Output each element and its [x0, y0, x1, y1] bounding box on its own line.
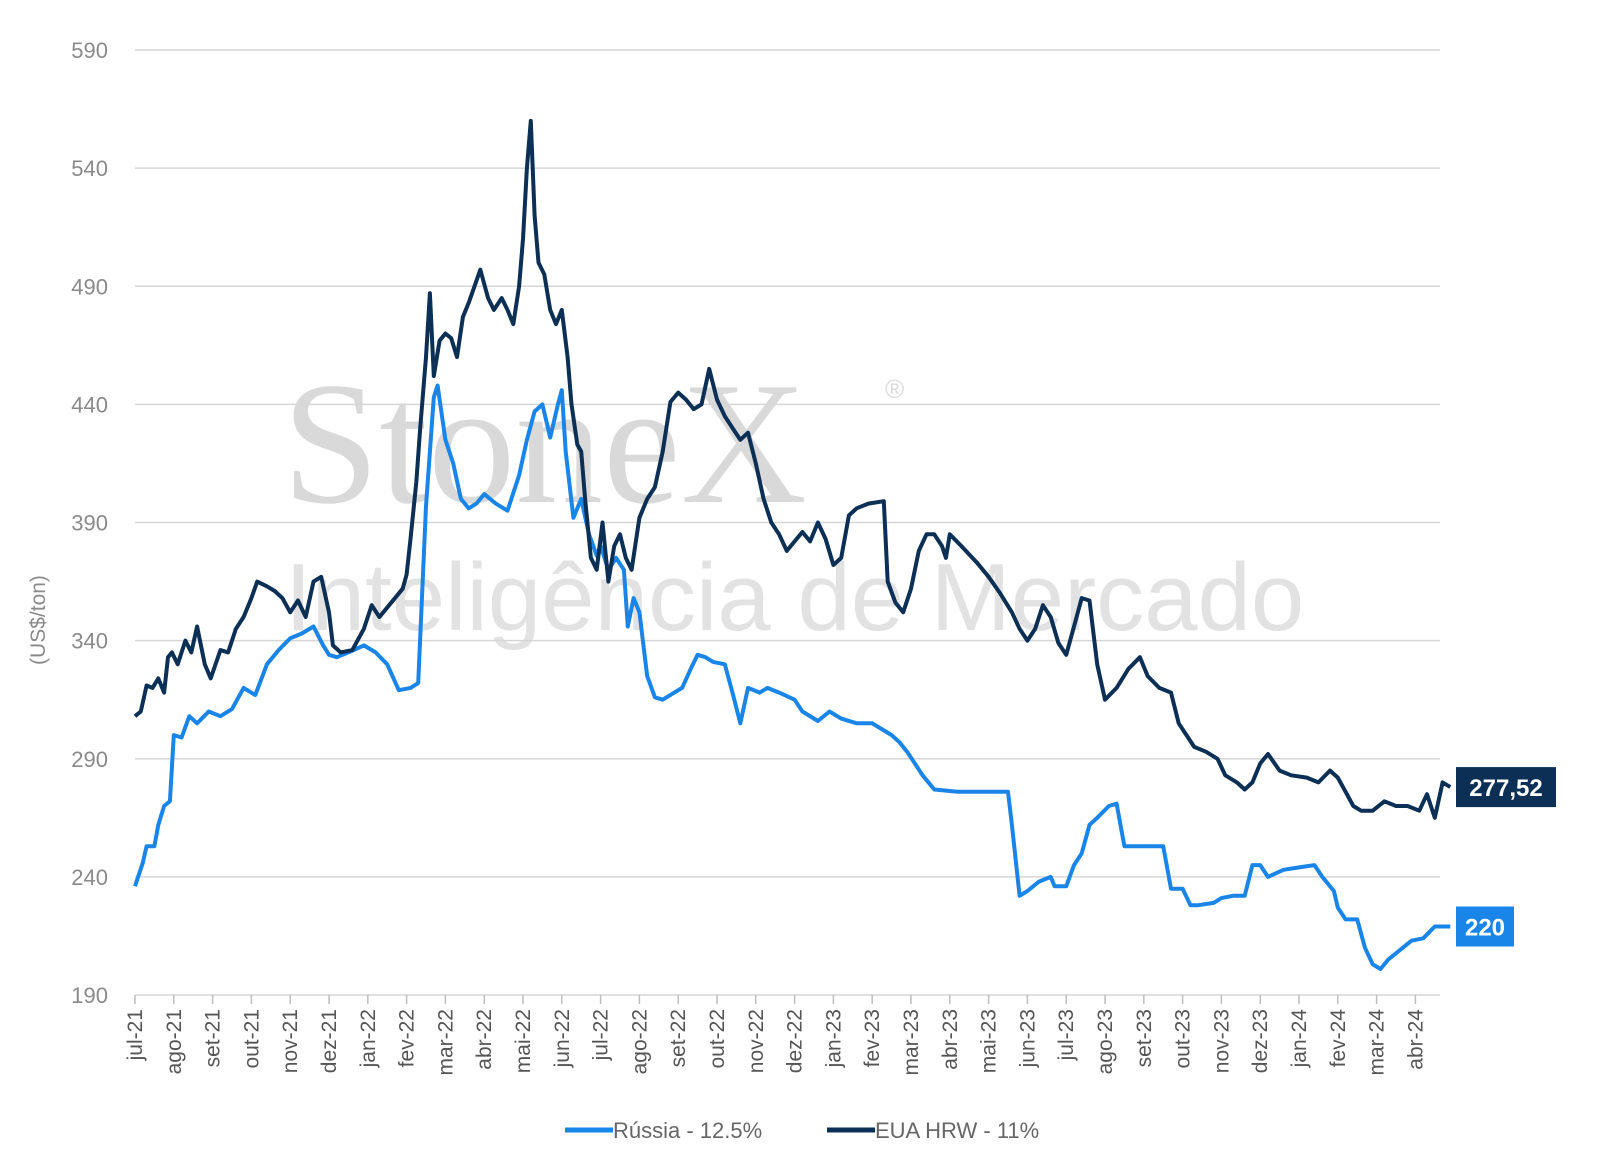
- y-tick-label: 190: [71, 983, 108, 1008]
- x-tick-label: jan-22: [357, 1009, 380, 1068]
- y-tick-label: 390: [71, 511, 108, 536]
- x-tick-label: mai-23: [978, 1009, 1001, 1073]
- series-lines: [133, 118, 1452, 971]
- x-tick-label: jul-21: [124, 1009, 147, 1061]
- x-tick-label: ago-21: [163, 1009, 186, 1074]
- series-line-1: [133, 118, 1452, 820]
- x-tick-label: set-21: [202, 1009, 225, 1067]
- x-tick-label: jul-22: [590, 1009, 613, 1061]
- legend: Rússia - 12.5% EUA HRW - 11%: [565, 1118, 1039, 1143]
- y-gridlines: [135, 49, 1440, 996]
- y-tick-label: 340: [71, 629, 108, 654]
- legend-label: Rússia - 12.5%: [613, 1118, 762, 1143]
- end-label-box: [1456, 767, 1556, 808]
- y-tick-labels: 190 240 290 340 390 440 490 540 590: [71, 38, 108, 1008]
- x-tick-label: jan-23: [822, 1009, 845, 1068]
- x-tick-label: nov-21: [279, 1009, 302, 1073]
- x-tick-label: dez-23: [1249, 1009, 1272, 1073]
- x-tick-label: set-23: [1133, 1009, 1156, 1067]
- x-tick-label: jul-23: [1055, 1009, 1078, 1061]
- y-tick-label: 440: [71, 392, 108, 417]
- y-tick-label: 490: [71, 274, 108, 299]
- x-tick-label: fev-24: [1327, 1009, 1350, 1068]
- x-tick-label: abr-23: [939, 1009, 962, 1070]
- x-tick-label: mar-24: [1366, 1009, 1389, 1076]
- x-tick-label: set-22: [667, 1009, 690, 1067]
- legend-label: EUA HRW - 11%: [875, 1118, 1039, 1143]
- x-tick-label: out-21: [240, 1009, 263, 1069]
- watermark-brand: StoneX: [282, 346, 807, 540]
- end-value-label: 220: [1465, 914, 1505, 941]
- x-tick-label: jan-24: [1288, 1009, 1311, 1069]
- series-line-0: [133, 383, 1451, 971]
- x-tick-label: out-23: [1172, 1009, 1195, 1069]
- x-tick-label: fev-23: [861, 1009, 884, 1067]
- y-tick-label: 290: [71, 747, 108, 772]
- x-tick-label: jun-23: [1016, 1009, 1039, 1068]
- x-tick-label: ago-23: [1094, 1009, 1117, 1074]
- x-tick-label: mai-22: [512, 1009, 535, 1073]
- watermark-tagline: Inteligência de Mercado: [285, 544, 1304, 651]
- x-tick-label: dez-21: [318, 1009, 341, 1073]
- x-axis: jul-21 ago-21 set-21 out-21 nov-21 dez-21 jan-…: [124, 995, 1427, 1076]
- y-tick-label: 590: [71, 38, 108, 63]
- y-tick-label: 240: [71, 865, 108, 890]
- x-tick-label: out-22: [706, 1009, 729, 1069]
- x-tick-label: nov-23: [1210, 1009, 1233, 1073]
- x-tick-label: mar-23: [900, 1009, 923, 1076]
- x-tick-label: ago-22: [628, 1009, 651, 1074]
- x-tick-label: abr-22: [473, 1009, 496, 1070]
- end-label-box: [1456, 906, 1514, 947]
- x-tick-label: dez-22: [784, 1009, 807, 1073]
- stonex-watermark: StoneX ® Inteligência de Mercado: [282, 346, 1304, 651]
- x-tick-label: abr-24: [1404, 1009, 1427, 1070]
- watermark-registered-mark: ®: [885, 374, 904, 404]
- end-value-label: 277,52: [1469, 775, 1542, 802]
- x-tick-label: jun-22: [551, 1009, 574, 1068]
- x-tick-label: mar-22: [434, 1009, 457, 1076]
- x-tick-label: fev-22: [396, 1009, 419, 1067]
- y-axis-title: (US$/ton): [27, 575, 50, 665]
- end-value-labels: 220 277,52: [1456, 767, 1556, 947]
- x-tick-label: nov-22: [745, 1009, 768, 1073]
- y-tick-label: 540: [71, 156, 108, 181]
